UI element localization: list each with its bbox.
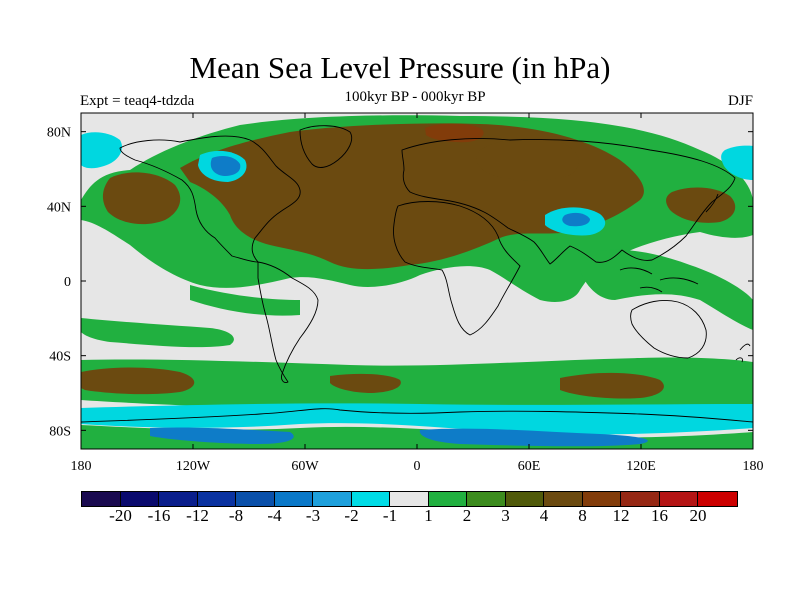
colorbar-label: 20 [689, 506, 707, 525]
map-panel [81, 113, 753, 449]
colorbar-label: 8 [578, 506, 587, 525]
lat-tick-label: 80N [47, 126, 71, 141]
colorbar-swatch [313, 492, 352, 506]
colorbar-label: -4 [267, 506, 282, 525]
darkbrown-arctic-core [425, 123, 484, 143]
colorbar-swatch [659, 492, 698, 506]
colorbar-label: -2 [344, 506, 359, 525]
colorbar-swatch [351, 492, 390, 506]
brown-south-pacific [81, 367, 195, 395]
colorbar-swatch [82, 492, 121, 506]
brown-south-atlantic [330, 373, 401, 393]
colorbar-label: 16 [651, 506, 668, 525]
cyan-nw-corner [81, 132, 123, 169]
colorbar-label: -16 [147, 506, 171, 525]
colorbar-label: -8 [228, 506, 244, 525]
colorbar-swatch [120, 492, 159, 506]
anomaly-blue-regions [150, 156, 648, 447]
colorbar-swatch [582, 492, 621, 506]
blue-tibet-core [562, 212, 590, 227]
colorbar-swatch [505, 492, 544, 506]
lon-tick-label: 0 [414, 459, 421, 474]
plot-subtitle: 100kyr BP - 000kyr BP [344, 89, 486, 105]
colorbar-label: 12 [612, 506, 630, 525]
coast-north-america [119, 135, 301, 263]
colorbar-swatch [467, 492, 506, 506]
pressure-field [81, 115, 753, 449]
colorbar-label: 3 [501, 506, 510, 525]
green-pacific-ne-tongue [190, 285, 300, 316]
longitude-axis: 180 120W 60W 0 60E 120E 180 [71, 113, 764, 474]
brown-south-indian [560, 372, 664, 399]
colorbar-label: -20 [109, 506, 132, 525]
green-pacific-tropics [81, 318, 234, 348]
coast-maritime [619, 267, 699, 293]
lon-tick-label: 60E [518, 459, 541, 474]
anomaly-cyan-regions [81, 132, 753, 435]
colorbar-swatch [428, 492, 467, 506]
coast-south-america [257, 261, 319, 383]
lon-tick-label: 120E [626, 459, 656, 474]
colorbar-label: -12 [186, 506, 209, 525]
colorbar-swatch [390, 492, 429, 506]
lon-tick-label: 120W [176, 459, 211, 474]
season-label: DJF [727, 93, 753, 109]
colorbar-swatch [274, 492, 313, 506]
coast-eurasia [401, 138, 736, 265]
experiment-label: Expt = teaq4-tdzda [80, 93, 195, 109]
colorbar-swatch [698, 492, 737, 506]
lat-tick-label: 40N [47, 200, 71, 215]
brown-nw-pacific [666, 187, 736, 223]
brown-north-pacific [102, 172, 181, 225]
lon-tick-label: 60W [291, 459, 319, 474]
coastlines [81, 125, 753, 423]
coast-africa [393, 201, 521, 336]
colorbar-label: 4 [539, 506, 549, 525]
coast-australia [630, 299, 707, 359]
latitude-axis: 80N 40N 0 40S 80S [47, 126, 753, 439]
blue-canada-core [210, 156, 241, 176]
brown-siberia-west [476, 138, 579, 181]
plot-title: Mean Sea Level Pressure (in hPa) [189, 50, 611, 85]
lat-tick-label: 0 [64, 275, 71, 290]
anomaly-brown-regions [81, 123, 736, 399]
lat-tick-label: 80S [49, 424, 71, 439]
colorbar-swatch [621, 492, 660, 506]
colorbar-swatch [544, 492, 583, 506]
green-south-band [81, 357, 753, 409]
colorbar-label: -3 [305, 506, 321, 525]
lat-tick-label: 40S [49, 350, 71, 365]
colorbar-swatch [236, 492, 275, 506]
colorbar-label: 2 [462, 506, 472, 525]
coast-japan [705, 193, 719, 213]
cyan-ne-corner [721, 145, 753, 180]
green-sw-pacific [580, 249, 753, 330]
colorbar-swatch [159, 492, 198, 506]
colorbar-swatch [197, 492, 236, 506]
coast-antarctica [81, 408, 753, 423]
colorbar-label: 1 [424, 506, 433, 525]
lon-tick-label: 180 [71, 459, 92, 474]
lon-tick-label: 180 [743, 459, 764, 474]
coast-greenland [299, 125, 353, 168]
cyan-antarctic-band [81, 403, 753, 435]
anomaly-dark-brown-regions [425, 123, 484, 143]
blue-antarctic-patches [150, 427, 648, 447]
coast-new-zealand [735, 343, 751, 363]
colorbar-label: -1 [382, 506, 398, 525]
colorbar [81, 491, 738, 507]
